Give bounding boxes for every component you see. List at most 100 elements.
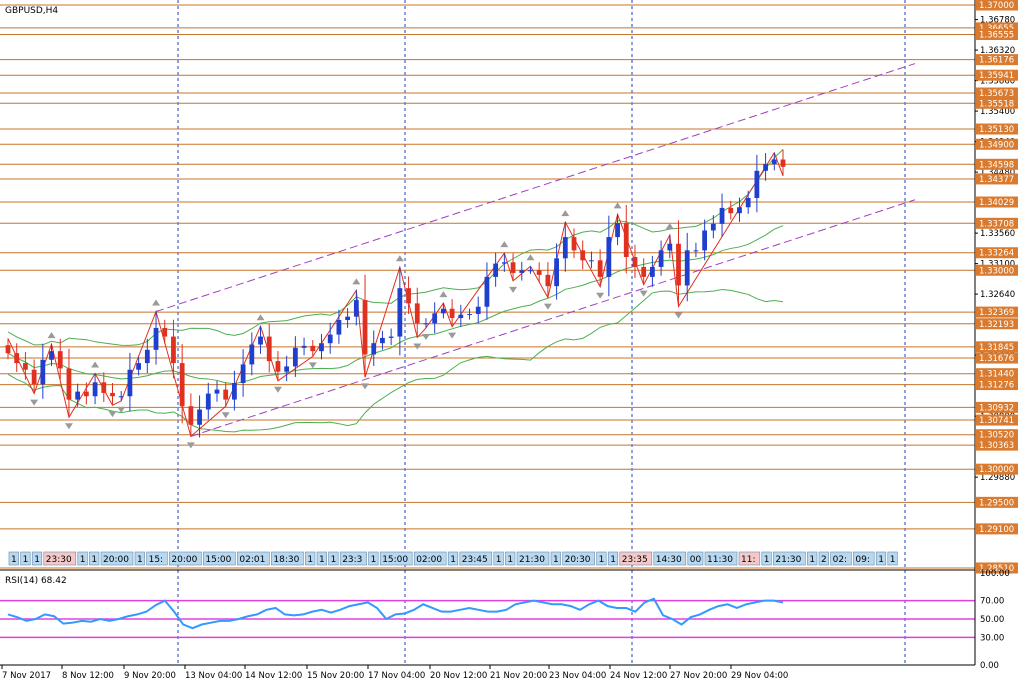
bull-candle[interactable] xyxy=(388,336,394,338)
bull-candle[interactable] xyxy=(432,313,438,324)
bull-candle[interactable] xyxy=(589,260,594,262)
bull-candle[interactable] xyxy=(319,343,324,352)
price-scale[interactable]: 1.367801.363201.358601.354001.349401.344… xyxy=(974,0,1018,671)
bear-candle[interactable] xyxy=(275,361,281,372)
bull-candle[interactable] xyxy=(197,409,202,425)
bull-candle[interactable] xyxy=(153,327,159,350)
bull-candle[interactable] xyxy=(702,230,708,251)
bull-candle[interactable] xyxy=(345,316,351,320)
bull-candle[interactable] xyxy=(763,164,768,171)
bear-candle[interactable] xyxy=(632,256,638,267)
bull-candle[interactable] xyxy=(737,207,742,214)
bull-candle[interactable] xyxy=(745,197,751,208)
bull-candle[interactable] xyxy=(301,345,307,348)
bear-candle[interactable] xyxy=(414,303,420,324)
bear-candle[interactable] xyxy=(780,159,786,167)
bull-candle[interactable] xyxy=(719,207,725,224)
bull-candle[interactable] xyxy=(458,314,464,318)
bull-candle[interactable] xyxy=(440,308,446,314)
bear-candle[interactable] xyxy=(223,389,229,400)
bear-candle[interactable] xyxy=(545,274,551,287)
bear-candle[interactable] xyxy=(536,270,542,275)
bull-candle[interactable] xyxy=(658,250,664,267)
bear-candle[interactable] xyxy=(5,345,11,354)
candlesticks[interactable] xyxy=(5,149,786,438)
bull-candle[interactable] xyxy=(249,344,255,365)
bear-candle[interactable] xyxy=(110,392,115,397)
bull-candle[interactable] xyxy=(771,159,777,165)
bear-candle[interactable] xyxy=(83,391,89,397)
time-scale[interactable]: 7 Nov 2017 8 Nov 12:00 9 Nov 20:00 13 Nov 0… xyxy=(0,664,975,681)
bull-candle[interactable] xyxy=(136,363,142,370)
bull-candle[interactable] xyxy=(684,250,690,286)
bull-candle[interactable] xyxy=(493,263,499,277)
bull-candle[interactable] xyxy=(380,337,385,344)
bear-candle[interactable] xyxy=(362,300,368,355)
bear-candle[interactable] xyxy=(179,363,185,407)
bear-candle[interactable] xyxy=(31,369,37,385)
bull-candle[interactable] xyxy=(693,250,699,252)
bear-candle[interactable] xyxy=(162,327,168,337)
bear-candle[interactable] xyxy=(23,363,28,370)
channel-upper-line xyxy=(155,63,916,313)
bull-candle[interactable] xyxy=(40,359,46,385)
level-label-box xyxy=(976,69,1018,81)
bull-candle[interactable] xyxy=(292,347,298,367)
bull-candle[interactable] xyxy=(205,393,211,410)
bear-candle[interactable] xyxy=(510,262,516,273)
bull-candle[interactable] xyxy=(327,334,333,344)
bear-candle[interactable] xyxy=(66,368,72,400)
bull-candle[interactable] xyxy=(484,276,490,307)
bear-candle[interactable] xyxy=(310,345,316,352)
bear-candle[interactable] xyxy=(449,308,455,318)
bear-candle[interactable] xyxy=(597,260,603,277)
bear-candle[interactable] xyxy=(188,406,194,425)
bull-candle[interactable] xyxy=(258,336,263,345)
bull-candle[interactable] xyxy=(75,391,81,400)
bull-candle[interactable] xyxy=(397,288,403,337)
event-time-label-box xyxy=(77,551,88,566)
rsi-panel[interactable] xyxy=(0,569,975,639)
bear-candle[interactable] xyxy=(580,250,586,261)
bull-candle[interactable] xyxy=(127,369,133,397)
bull-candle[interactable] xyxy=(501,262,507,264)
bear-candle[interactable] xyxy=(101,382,107,393)
bull-candle[interactable] xyxy=(554,258,559,287)
bull-candle[interactable] xyxy=(710,223,716,231)
event-time-label-box xyxy=(653,551,687,566)
bear-candle[interactable] xyxy=(728,207,734,214)
bear-candle[interactable] xyxy=(641,266,647,277)
bear-candle[interactable] xyxy=(676,243,681,286)
bull-candle[interactable] xyxy=(240,364,246,383)
bull-candle[interactable] xyxy=(562,237,568,259)
bull-candle[interactable] xyxy=(423,323,429,325)
bear-candle[interactable] xyxy=(571,237,577,251)
bear-candle[interactable] xyxy=(57,351,63,369)
bull-candle[interactable] xyxy=(519,270,525,273)
rsi-line[interactable] xyxy=(7,597,784,630)
bear-candle[interactable] xyxy=(171,336,176,364)
bull-candle[interactable] xyxy=(92,382,98,397)
bear-candle[interactable] xyxy=(406,288,411,304)
bull-candle[interactable] xyxy=(144,349,150,364)
bull-candle[interactable] xyxy=(49,351,54,360)
bull-candle[interactable] xyxy=(214,389,220,394)
bull-candle[interactable] xyxy=(284,366,290,372)
bull-candle[interactable] xyxy=(528,270,533,272)
bull-candle[interactable] xyxy=(754,170,760,198)
bull-candle[interactable] xyxy=(649,266,655,277)
bull-candle[interactable] xyxy=(606,237,612,277)
bull-candle[interactable] xyxy=(475,306,481,315)
bull-candle[interactable] xyxy=(118,396,124,398)
bull-candle[interactable] xyxy=(232,382,237,400)
bull-candle[interactable] xyxy=(371,343,377,355)
bull-candle[interactable] xyxy=(336,319,342,335)
bull-candle[interactable] xyxy=(353,300,359,317)
bear-candle[interactable] xyxy=(623,223,629,257)
bear-candle[interactable] xyxy=(14,353,20,364)
bull-candle[interactable] xyxy=(615,223,620,238)
bear-candle[interactable] xyxy=(266,336,272,362)
bull-candle[interactable] xyxy=(667,243,673,251)
bull-candle[interactable] xyxy=(467,314,472,316)
